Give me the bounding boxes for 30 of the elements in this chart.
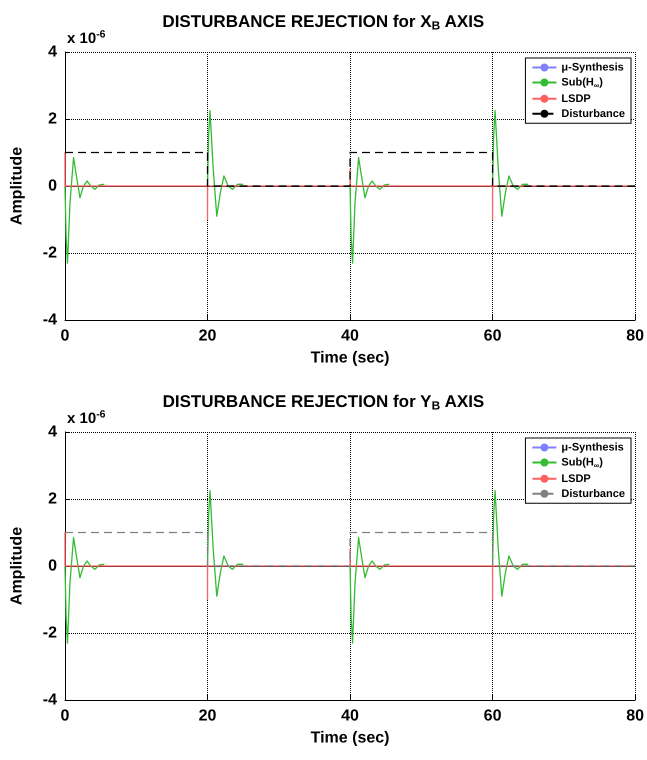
y-tick-label: -4 — [42, 312, 58, 328]
x-tick-label: 60 — [484, 328, 502, 344]
y-tick-label: -2 — [42, 244, 58, 262]
y-tick-label: 2 — [48, 110, 58, 128]
legend-label: μ-Synthesis — [561, 442, 624, 454]
legend-label: LSDP — [561, 92, 591, 105]
x-tick-label: 0 — [60, 328, 70, 344]
x-axis-title: Time (sec) — [310, 350, 390, 366]
x-tick-label: 20 — [198, 708, 217, 724]
y-tick-label: -4 — [42, 692, 58, 708]
y-tick-label: -2 — [42, 624, 58, 642]
legend-label: μ-Synthesis — [561, 62, 624, 74]
legend-label: LSDP — [561, 472, 591, 485]
x-tick-label: 40 — [341, 328, 360, 344]
y-tick-label: 4 — [48, 44, 58, 60]
x-tick-label: 80 — [626, 708, 644, 724]
y-tick-label: 4 — [48, 424, 58, 440]
x-tick-label: 20 — [198, 328, 217, 344]
legend-label: Disturbance — [561, 488, 626, 500]
y-tick-label: 0 — [48, 558, 58, 574]
legend-label: Disturbance — [561, 108, 626, 120]
x-tick-label: 40 — [341, 708, 360, 724]
x-axis-title: Time (sec) — [310, 730, 390, 746]
y-tick-label: 0 — [48, 178, 58, 194]
y-tick-label: 2 — [48, 490, 58, 508]
x-tick-label: 60 — [484, 708, 502, 724]
y-axis-title: Amplitude — [8, 526, 26, 606]
x-tick-label: 0 — [60, 708, 70, 724]
x-tick-label: 80 — [626, 328, 644, 344]
y-axis-title: Amplitude — [8, 146, 26, 226]
